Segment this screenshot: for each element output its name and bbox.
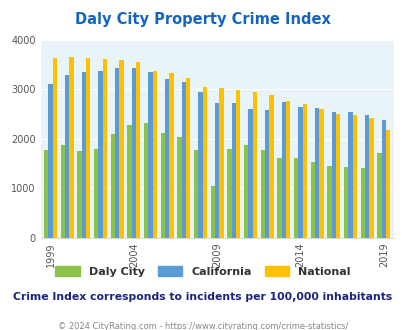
Bar xyxy=(111,134,115,238)
Bar xyxy=(343,167,347,238)
Text: Crime Index corresponds to incidents per 100,000 inhabitants: Crime Index corresponds to incidents per… xyxy=(13,292,392,302)
Bar xyxy=(277,158,281,238)
Bar xyxy=(302,104,306,238)
Bar xyxy=(369,118,373,238)
Text: © 2024 CityRating.com - https://www.cityrating.com/crime-statistics/: © 2024 CityRating.com - https://www.city… xyxy=(58,322,347,330)
Bar xyxy=(181,82,185,238)
Bar xyxy=(347,112,352,238)
Bar xyxy=(127,125,131,238)
Bar xyxy=(202,86,207,238)
Bar xyxy=(310,162,314,238)
Legend: Daly City, California, National: Daly City, California, National xyxy=(51,261,354,281)
Text: Daly City Property Crime Index: Daly City Property Crime Index xyxy=(75,12,330,26)
Bar xyxy=(115,68,119,238)
Bar xyxy=(102,59,107,238)
Bar xyxy=(298,108,302,238)
Bar xyxy=(235,90,240,238)
Bar xyxy=(131,68,136,238)
Bar xyxy=(260,150,264,238)
Bar xyxy=(335,114,339,238)
Bar xyxy=(264,110,269,238)
Bar xyxy=(198,92,202,238)
Bar xyxy=(194,150,198,238)
Bar xyxy=(352,115,356,238)
Bar xyxy=(48,84,53,238)
Bar xyxy=(77,151,81,238)
Bar xyxy=(381,120,385,238)
Bar xyxy=(53,58,57,238)
Bar xyxy=(231,103,235,238)
Bar xyxy=(376,153,381,238)
Bar xyxy=(331,112,335,238)
Bar xyxy=(385,130,389,238)
Bar xyxy=(314,108,319,238)
Bar xyxy=(148,72,152,238)
Bar xyxy=(65,75,69,238)
Bar xyxy=(81,72,86,238)
Bar xyxy=(219,88,223,238)
Bar xyxy=(98,71,102,238)
Bar xyxy=(210,185,215,238)
Bar xyxy=(227,149,231,238)
Bar xyxy=(44,150,48,238)
Bar xyxy=(248,110,252,238)
Bar xyxy=(177,137,181,238)
Bar xyxy=(269,95,273,238)
Bar xyxy=(285,101,290,238)
Bar xyxy=(281,102,285,238)
Bar xyxy=(94,149,98,238)
Bar xyxy=(185,78,190,238)
Bar xyxy=(364,115,369,238)
Bar xyxy=(252,92,256,238)
Bar xyxy=(144,123,148,238)
Bar xyxy=(293,158,298,238)
Bar xyxy=(152,71,157,238)
Bar xyxy=(243,145,248,238)
Bar xyxy=(160,133,165,238)
Bar xyxy=(69,57,74,238)
Bar xyxy=(215,103,219,238)
Bar xyxy=(119,60,124,238)
Bar xyxy=(169,73,173,238)
Bar xyxy=(326,166,331,238)
Bar xyxy=(165,79,169,238)
Bar xyxy=(86,58,90,238)
Bar xyxy=(360,168,364,238)
Bar xyxy=(136,62,140,238)
Bar xyxy=(61,145,65,238)
Bar xyxy=(319,110,323,238)
